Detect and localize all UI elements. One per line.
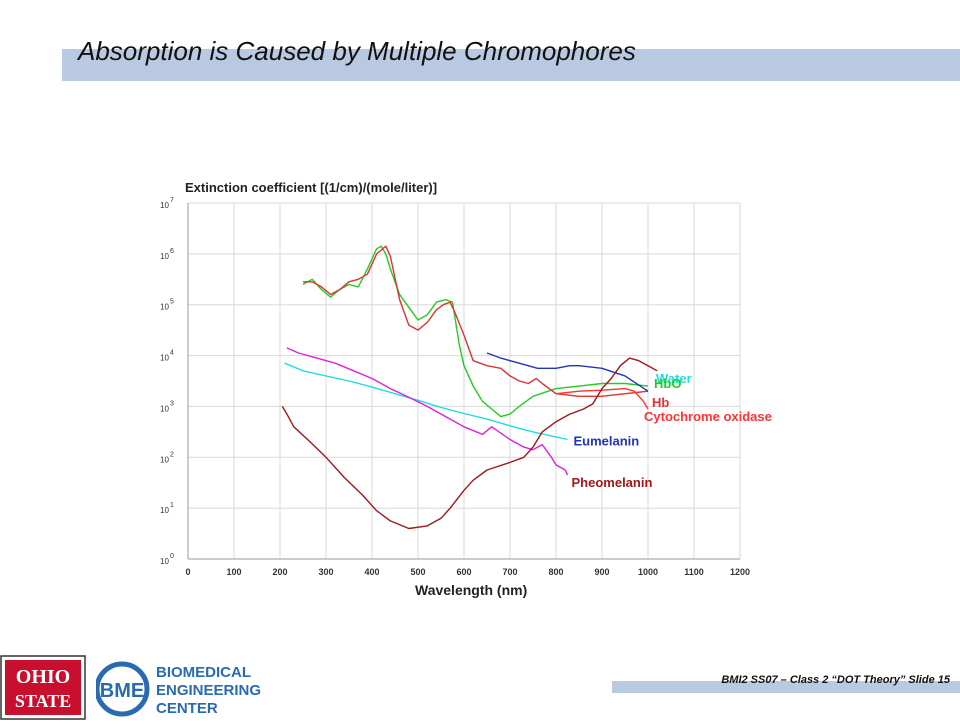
bme-center-logo: BME BIOMEDICAL ENGINEERING CENTER [94,660,286,718]
y-tick-exponent: 3 [170,400,174,407]
title-band [62,49,960,81]
x-tick-label: 400 [364,567,379,577]
footer-band [612,681,960,693]
slide-title: Absorption is Caused by Multiple Chromop… [78,36,636,66]
y-tick-label: 10 [160,354,169,363]
svg-text:BIOMEDICAL: BIOMEDICAL [156,664,251,681]
svg-text:OHIO: OHIO [16,666,70,688]
series-label-hb: Hb [652,395,669,410]
y-tick-label: 10 [160,557,169,566]
x-tick-label: 500 [410,567,425,577]
series-label-cyto_ox: Cytochrome oxidase [644,409,772,424]
x-tick-label: 600 [456,567,471,577]
x-tick-label: 1100 [684,567,704,577]
series-line-hb [303,245,649,398]
y-tick-label: 10 [160,506,169,515]
x-tick-label: 700 [502,567,517,577]
y-tick-label: 10 [160,455,169,464]
y-tick-label: 10 [160,303,169,312]
svg-text:STATE: STATE [15,691,71,711]
x-axis-label: Wavelength (nm) [415,582,527,598]
x-tick-label: 1000 [638,567,658,577]
series-line-brown [281,357,658,530]
series-label-water: Water [656,371,692,386]
y-tick-exponent: 6 [170,248,174,255]
x-tick-label: 0 [185,567,190,577]
series-lines [281,245,658,530]
axes: 0 100 200 300 400 500 600 700 800 900 1000 1100 1200… [160,197,750,577]
series-label-eumelanin: Eumelanin [574,433,640,448]
y-tick-label: 10 [160,201,169,210]
series-line-water [486,352,649,392]
series-line-eumelanin [284,362,568,441]
x-tick-label: 900 [594,567,609,577]
chart: Extinction coefficient [(1/cm)/(mole/lit… [150,143,800,598]
svg-text:BME: BME [100,680,144,702]
svg-text:ENGINEERING: ENGINEERING [156,682,261,699]
x-tick-label: 200 [272,567,287,577]
chart-background [150,143,800,598]
series-line-pheomelanin [286,347,569,476]
y-tick-exponent: 7 [170,197,174,204]
series-label-pheomelanin: Pheomelanin [572,475,653,490]
chart-title: Extinction coefficient [(1/cm)/(mole/lit… [185,180,437,195]
y-tick-exponent: 2 [170,451,174,458]
y-tick-label: 10 [160,404,169,413]
y-tick-exponent: 4 [170,350,174,357]
y-tick-exponent: 0 [170,553,174,560]
x-tick-label: 800 [548,567,563,577]
x-tick-label: 100 [226,567,241,577]
y-tick-exponent: 1 [170,502,174,509]
slide-footer: BMI2 SS07 – Class 2 “DOT Theory” Slide 1… [721,674,950,686]
ohio-state-logo: OHIO STATE [0,655,86,720]
series-label-hbo: HbO [654,376,681,391]
x-tick-label: 1200 [730,567,750,577]
x-tick-label: 300 [318,567,333,577]
extinction-chart-svg: Extinction coefficient [(1/cm)/(mole/lit… [150,143,800,598]
series-line-cyto_ox [555,387,649,410]
svg-text:CENTER: CENTER [156,700,218,717]
series-line-hbo [302,245,649,418]
y-tick-label: 10 [160,252,169,261]
grid [187,202,741,560]
y-tick-exponent: 5 [170,299,174,306]
